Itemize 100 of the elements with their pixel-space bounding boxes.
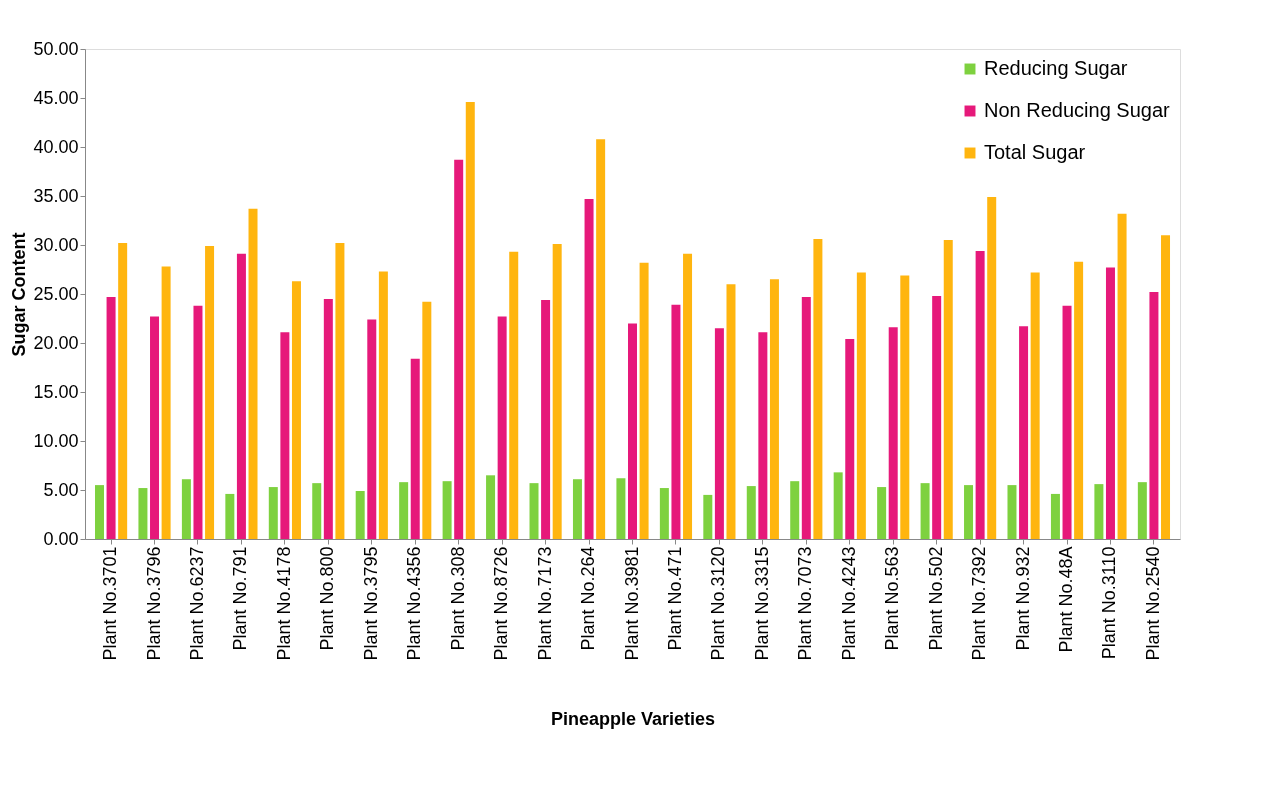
x-tick-label: Plant No.8726 [491,546,512,661]
bar [572,479,582,539]
y-tick-label: 15.00 [33,381,79,402]
x-tick-label: Plant No.3795 [360,546,381,661]
bar [335,243,345,539]
bar [236,253,246,539]
x-tick-label: Plant No.3120 [708,546,729,661]
bar [639,262,649,539]
x-tick-label: Plant No.264 [578,546,599,651]
y-tick-label: 35.00 [33,185,79,206]
x-tick-label: Plant No.3110 [1099,546,1120,660]
bar [367,319,377,539]
bar [746,486,756,539]
y-axis-title: Sugar Content [9,232,30,357]
bar [877,487,887,539]
x-tick-label: Plant No.7392 [969,546,990,661]
x-tick-label: Plant No.3701 [100,546,121,661]
bar [1105,267,1115,539]
x-tick-label: Plant No.471 [664,546,685,651]
bar [616,478,626,539]
x-tick-label: Plant No.48A [1056,546,1077,653]
y-tick-label: 10.00 [33,430,79,451]
bar [671,304,681,539]
bar [1137,482,1147,539]
bar [1062,305,1072,539]
bar [225,493,235,539]
y-tick-label: 25.00 [33,283,79,304]
bar [726,284,736,539]
x-tick-label: Plant No.7173 [534,546,555,661]
bar [118,243,128,539]
bar [291,281,301,539]
bar [683,253,693,539]
bar [1050,493,1060,539]
bar [943,240,953,539]
bar [181,479,191,539]
x-tick-label: Plant No.4178 [273,546,294,661]
bar [1161,235,1171,539]
bar [138,488,148,539]
bar [758,332,768,539]
bar [497,316,507,539]
x-tick-label: Plant No.308 [447,546,468,651]
x-tick-label: Plant No.563 [882,546,903,651]
bar [987,196,997,539]
bar [94,485,104,539]
x-tick-label: Plant No.800 [317,546,338,651]
bar [193,305,203,539]
bar [248,208,258,539]
bar [714,328,724,539]
bar [410,358,420,539]
bar [442,481,452,539]
bar [323,298,333,539]
bar [422,301,432,539]
x-tick-label: Plant No.791 [230,546,251,651]
bar [1007,485,1017,539]
bar [205,245,215,539]
bar [312,483,322,539]
bar [454,159,464,539]
bar [399,482,409,539]
y-tick-label: 0.00 [43,528,79,549]
bar [1149,292,1159,539]
bar [888,327,898,539]
legend-label: Non Reducing Sugar [984,99,1171,121]
bar [150,316,160,539]
bar [541,299,551,539]
y-tick-label: 20.00 [33,332,79,353]
bar [1074,261,1084,539]
legend-label: Reducing Sugar [984,57,1128,79]
x-tick-label: Plant No.2540 [1142,546,1163,661]
bar [1117,213,1127,539]
x-tick-label: Plant No.6237 [186,546,207,661]
legend-label: Total Sugar [984,141,1086,163]
bar [964,485,974,539]
bar [1030,272,1040,539]
bar [900,275,910,539]
bar [932,295,942,539]
y-tick-label: 50.00 [33,38,79,59]
bar [465,101,475,539]
x-tick-label: Plant No.932 [1012,546,1033,651]
bar [161,266,171,539]
bar [584,198,594,539]
bar [703,494,713,539]
bar [1019,326,1029,539]
bar [833,472,843,539]
bar [769,279,779,539]
bar [355,490,365,539]
bar [1094,484,1104,539]
bar [509,251,519,539]
x-tick-label: Plant No.3796 [143,546,164,661]
bar [856,272,866,539]
x-tick-label: Plant No.3315 [751,546,772,661]
x-tick-label: Plant No.4356 [404,546,425,661]
x-tick-label: Plant No.502 [925,546,946,651]
bar [659,488,669,539]
bar [628,323,637,539]
y-tick-label: 5.00 [43,479,79,500]
bar [801,296,811,539]
y-tick-label: 45.00 [33,87,79,108]
bar [280,332,290,539]
bar [975,250,985,539]
x-tick-label: Plant No.4243 [838,546,859,661]
